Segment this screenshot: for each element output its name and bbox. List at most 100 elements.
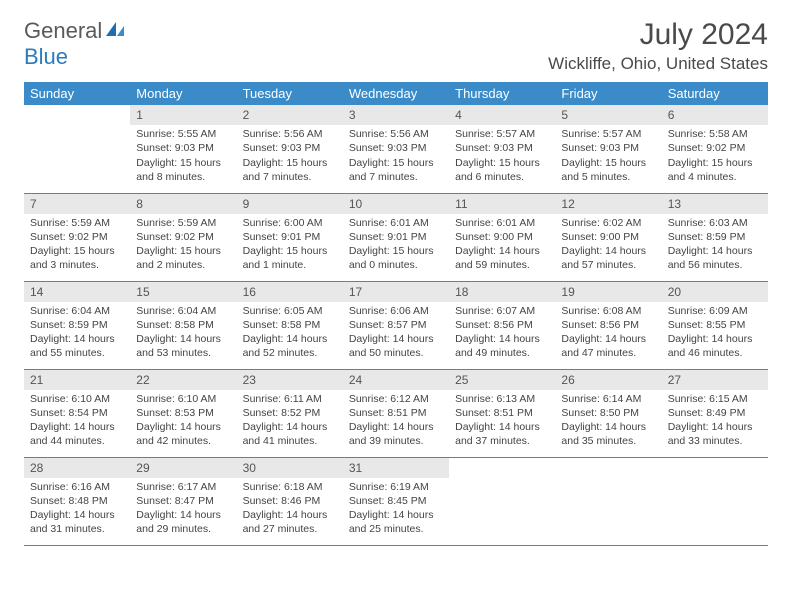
sunset-text: Sunset: 9:02 PM	[30, 230, 124, 244]
sunset-text: Sunset: 9:03 PM	[243, 141, 337, 155]
sunrise-text: Sunrise: 6:07 AM	[455, 304, 549, 318]
calendar-cell: 15Sunrise: 6:04 AMSunset: 8:58 PMDayligh…	[130, 281, 236, 369]
calendar-cell: 26Sunrise: 6:14 AMSunset: 8:50 PMDayligh…	[555, 369, 661, 457]
sunset-text: Sunset: 8:55 PM	[668, 318, 762, 332]
cell-body: Sunrise: 6:00 AMSunset: 9:01 PMDaylight:…	[237, 214, 343, 277]
day-number: 30	[237, 458, 343, 478]
sunset-text: Sunset: 9:02 PM	[136, 230, 230, 244]
calendar-cell: 1Sunrise: 5:55 AMSunset: 9:03 PMDaylight…	[130, 105, 236, 193]
sunset-text: Sunset: 8:56 PM	[455, 318, 549, 332]
cell-body: Sunrise: 6:19 AMSunset: 8:45 PMDaylight:…	[343, 478, 449, 541]
calendar-cell: 4Sunrise: 5:57 AMSunset: 9:03 PMDaylight…	[449, 105, 555, 193]
daylight-text: Daylight: 14 hours and 55 minutes.	[30, 332, 124, 360]
daylight-text: Daylight: 14 hours and 46 minutes.	[668, 332, 762, 360]
cell-body: Sunrise: 6:06 AMSunset: 8:57 PMDaylight:…	[343, 302, 449, 365]
calendar-row: 14Sunrise: 6:04 AMSunset: 8:59 PMDayligh…	[24, 281, 768, 369]
day-number: 15	[130, 282, 236, 302]
day-number: 10	[343, 194, 449, 214]
daylight-text: Daylight: 15 hours and 0 minutes.	[349, 244, 443, 272]
calendar-cell: 14Sunrise: 6:04 AMSunset: 8:59 PMDayligh…	[24, 281, 130, 369]
sunrise-text: Sunrise: 6:19 AM	[349, 480, 443, 494]
sunrise-text: Sunrise: 6:06 AM	[349, 304, 443, 318]
sunrise-text: Sunrise: 6:02 AM	[561, 216, 655, 230]
daylight-text: Daylight: 14 hours and 37 minutes.	[455, 420, 549, 448]
calendar-cell: 18Sunrise: 6:07 AMSunset: 8:56 PMDayligh…	[449, 281, 555, 369]
calendar-cell: 24Sunrise: 6:12 AMSunset: 8:51 PMDayligh…	[343, 369, 449, 457]
calendar-cell: 31Sunrise: 6:19 AMSunset: 8:45 PMDayligh…	[343, 457, 449, 545]
daylight-text: Daylight: 14 hours and 27 minutes.	[243, 508, 337, 536]
cell-body: Sunrise: 6:01 AMSunset: 9:00 PMDaylight:…	[449, 214, 555, 277]
sunset-text: Sunset: 8:56 PM	[561, 318, 655, 332]
cell-body: Sunrise: 6:04 AMSunset: 8:59 PMDaylight:…	[24, 302, 130, 365]
daylight-text: Daylight: 15 hours and 3 minutes.	[30, 244, 124, 272]
calendar-cell: 7Sunrise: 5:59 AMSunset: 9:02 PMDaylight…	[24, 193, 130, 281]
sunset-text: Sunset: 8:58 PM	[243, 318, 337, 332]
day-number: 28	[24, 458, 130, 478]
sunrise-text: Sunrise: 6:01 AM	[349, 216, 443, 230]
sunset-text: Sunset: 8:51 PM	[455, 406, 549, 420]
day-number: 16	[237, 282, 343, 302]
sunrise-text: Sunrise: 6:09 AM	[668, 304, 762, 318]
sunset-text: Sunset: 8:48 PM	[30, 494, 124, 508]
daylight-text: Daylight: 15 hours and 4 minutes.	[668, 156, 762, 184]
cell-body: Sunrise: 5:55 AMSunset: 9:03 PMDaylight:…	[130, 125, 236, 188]
calendar-cell: 28Sunrise: 6:16 AMSunset: 8:48 PMDayligh…	[24, 457, 130, 545]
daylight-text: Daylight: 15 hours and 2 minutes.	[136, 244, 230, 272]
calendar-head: SundayMondayTuesdayWednesdayThursdayFrid…	[24, 82, 768, 105]
location: Wickliffe, Ohio, United States	[548, 54, 768, 74]
calendar-cell	[555, 457, 661, 545]
calendar-row: 21 Sunrise: 6:10 AMSunset: 8:54 PM Dayligh…	[24, 369, 768, 457]
day-number: 23	[237, 370, 343, 390]
cell-body: Sunrise: 5:57 AMSunset: 9:03 PMDaylight:…	[555, 125, 661, 188]
logo: General	[24, 18, 128, 44]
daylight-text: Daylight: 14 hours and 52 minutes.	[243, 332, 337, 360]
header: General July 2024 Wickliffe, Ohio, Unite…	[24, 18, 768, 74]
sunset-text: Sunset: 9:00 PM	[561, 230, 655, 244]
day-number: 26	[555, 370, 661, 390]
sunrise-text: Sunrise: 6:05 AM	[243, 304, 337, 318]
calendar-row: 1Sunrise: 5:55 AMSunset: 9:03 PMDaylight…	[24, 105, 768, 193]
day-number: 21	[24, 370, 130, 390]
sunset-text: Sunset: 8:54 PM	[30, 406, 124, 420]
calendar-cell	[662, 457, 768, 545]
calendar-cell: 29Sunrise: 6:17 AMSunset: 8:47 PMDayligh…	[130, 457, 236, 545]
calendar-cell	[24, 105, 130, 193]
sunrise-text: Sunrise: 6:16 AM	[30, 480, 124, 494]
sunrise-text: Sunrise: 6:04 AM	[136, 304, 230, 318]
calendar-cell	[449, 457, 555, 545]
cell-body: Sunrise: 6:12 AMSunset: 8:51 PMDaylight:…	[343, 390, 449, 453]
cell-body: Sunrise: 5:58 AMSunset: 9:02 PMDaylight:…	[662, 125, 768, 188]
weekday-header: Thursday	[449, 82, 555, 105]
sunrise-text: Sunrise: 5:59 AM	[30, 216, 124, 230]
day-number: 5	[555, 105, 661, 125]
cell-body: Sunrise: 6:16 AMSunset: 8:48 PMDaylight:…	[24, 478, 130, 541]
day-number: 9	[237, 194, 343, 214]
calendar-cell: 13Sunrise: 6:03 AMSunset: 8:59 PMDayligh…	[662, 193, 768, 281]
day-number: 19	[555, 282, 661, 302]
cell-body: Sunrise: 6:08 AMSunset: 8:56 PMDaylight:…	[555, 302, 661, 365]
sunset-text: Sunset: 8:58 PM	[136, 318, 230, 332]
sunset-text: Sunset: 8:59 PM	[668, 230, 762, 244]
sunset-text: Sunset: 9:01 PM	[349, 230, 443, 244]
sunrise-text: Sunrise: 5:57 AM	[455, 127, 549, 141]
calendar-cell: 2Sunrise: 5:56 AMSunset: 9:03 PMDaylight…	[237, 105, 343, 193]
cell-body: Sunrise: 6:10 AMSunset: 8:53 PMDaylight:…	[130, 390, 236, 453]
cell-body: Sunrise: 6:09 AMSunset: 8:55 PMDaylight:…	[662, 302, 768, 365]
daylight-text: Daylight: 14 hours and 33 minutes.	[668, 420, 762, 448]
sunrise-text: Sunrise: 6:13 AM	[455, 392, 549, 406]
sunset-text: Sunset: 9:01 PM	[243, 230, 337, 244]
sunrise-text: Sunrise: 6:10 AM	[30, 392, 124, 406]
logo-text-1: General	[24, 18, 102, 44]
day-number: 8	[130, 194, 236, 214]
daylight-text: Daylight: 14 hours and 29 minutes.	[136, 508, 230, 536]
cell-body: Sunrise: 6:05 AMSunset: 8:58 PMDaylight:…	[237, 302, 343, 365]
day-number: 22	[130, 370, 236, 390]
cell-body: Sunrise: 6:14 AMSunset: 8:50 PMDaylight:…	[555, 390, 661, 453]
weekday-header: Wednesday	[343, 82, 449, 105]
daylight-text: Daylight: 15 hours and 5 minutes.	[561, 156, 655, 184]
cell-body: Sunrise: 5:59 AMSunset: 9:02 PMDaylight:…	[24, 214, 130, 277]
cell-body: Sunrise: 6:04 AMSunset: 8:58 PMDaylight:…	[130, 302, 236, 365]
daylight-text: Daylight: 14 hours and 56 minutes.	[668, 244, 762, 272]
day-number: 11	[449, 194, 555, 214]
day-number: 18	[449, 282, 555, 302]
